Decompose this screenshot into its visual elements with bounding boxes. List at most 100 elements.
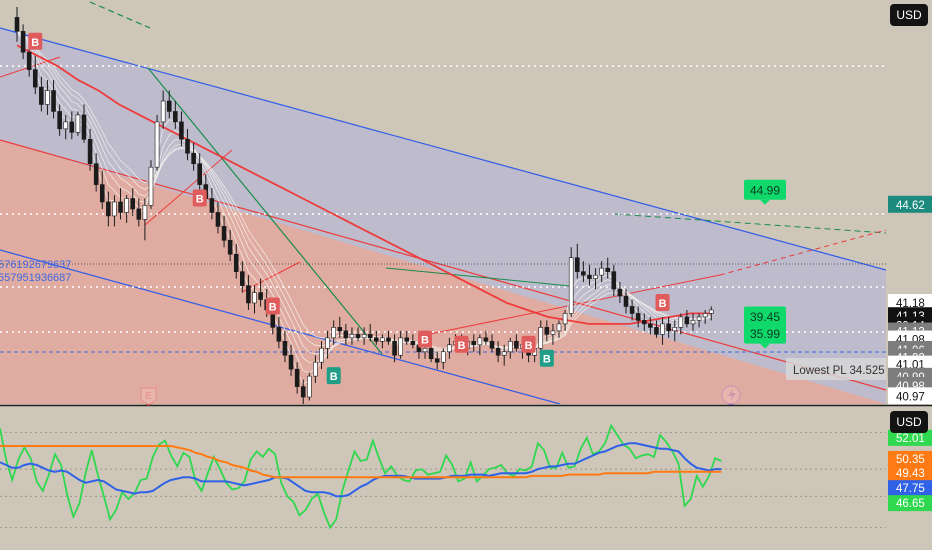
candle-body	[313, 361, 318, 377]
candle-body	[374, 337, 379, 342]
candle-body	[14, 17, 20, 32]
candle	[483, 330, 489, 345]
lowest-pl-label: Lowest PL 34.525	[793, 365, 885, 377]
currency-button[interactable]: USD	[890, 4, 928, 26]
price-axis-label-text: 44.62	[896, 200, 925, 212]
candle	[14, 6, 20, 42]
candle-body	[136, 208, 142, 220]
candle	[666, 316, 671, 338]
candle-body	[45, 90, 50, 105]
candle-body	[392, 341, 397, 356]
candle-body	[593, 274, 598, 279]
candle	[538, 320, 544, 352]
price-axis-label: 44.62	[888, 195, 932, 213]
candle-body	[581, 271, 586, 276]
candle	[252, 285, 257, 314]
candle	[556, 320, 562, 338]
candle	[434, 351, 440, 370]
candle-body	[215, 212, 221, 227]
left-axis-label: 576192679637	[0, 259, 71, 271]
oscillator-currency-button[interactable]: USD	[890, 411, 928, 433]
candle-body	[422, 347, 428, 353]
candle-body	[106, 201, 111, 217]
osc-axis-label: 47.75	[888, 480, 932, 497]
candle	[574, 243, 580, 279]
candle	[380, 334, 385, 349]
candle	[87, 128, 93, 171]
signal-badge-box	[539, 349, 554, 367]
osc-average-line	[0, 445, 722, 479]
candle	[367, 323, 373, 342]
candle	[696, 313, 702, 328]
candle-body	[489, 341, 495, 349]
candle-body	[39, 86, 44, 105]
candle-body	[629, 306, 635, 314]
candle	[672, 320, 678, 342]
trendline-green	[147, 67, 383, 355]
candle-body	[20, 31, 26, 53]
osc-axis-label: 50.35	[888, 450, 932, 467]
candle-body	[288, 354, 294, 370]
price-axis-label-box	[888, 387, 932, 405]
candle	[501, 344, 507, 366]
candle	[319, 341, 324, 370]
osc-axis-label-box	[888, 480, 932, 497]
candle-body	[501, 351, 507, 356]
candle	[471, 334, 477, 352]
candle-body	[209, 198, 215, 213]
candle-body	[386, 337, 391, 342]
candle	[641, 313, 647, 331]
candle	[142, 198, 148, 241]
candle-body	[702, 313, 708, 318]
signal-badge-box	[192, 189, 207, 207]
osc-signal-line	[0, 442, 722, 498]
candle	[343, 323, 349, 345]
osc-axis-label-text: 49.43	[896, 468, 925, 480]
candle-body	[99, 184, 105, 203]
price-level-tag-box	[744, 306, 786, 327]
candle	[702, 309, 708, 324]
candle-body	[605, 267, 611, 272]
candle-body	[179, 121, 184, 140]
candle-body	[355, 334, 361, 339]
candle	[75, 111, 81, 136]
signal-badge-sell: B	[521, 335, 536, 353]
candle	[447, 337, 452, 359]
candle-body	[471, 341, 477, 346]
osc-axis-label-text: 47.75	[896, 483, 925, 495]
candle-body	[440, 351, 446, 363]
candle-body	[325, 337, 330, 349]
candle	[708, 306, 714, 321]
candle	[240, 261, 245, 293]
candle	[51, 80, 56, 119]
candle	[246, 275, 251, 310]
ema-red-line	[16, 44, 712, 325]
candle	[514, 334, 519, 352]
candle-body	[648, 323, 653, 328]
candle	[404, 330, 410, 345]
price-axis-label: 41.18	[888, 294, 932, 311]
candle	[166, 90, 172, 119]
candle-body	[276, 327, 282, 342]
candle	[227, 229, 233, 262]
candle-body	[678, 316, 684, 328]
candle	[331, 320, 336, 345]
candle-body	[294, 368, 300, 387]
candle	[63, 114, 69, 140]
candle-body	[544, 327, 550, 335]
candle	[593, 268, 598, 290]
candle	[374, 330, 379, 345]
candle	[179, 111, 184, 147]
signal-badge-label: B	[330, 371, 338, 383]
signal-badge-label: B	[659, 298, 667, 310]
candle	[173, 101, 178, 129]
price-axis-label-text: 41.18	[896, 298, 925, 310]
price-axis-label-text: 40.97	[896, 391, 925, 403]
candle-body	[130, 198, 136, 210]
candle	[197, 153, 202, 192]
signal-badge-label: B	[543, 354, 551, 366]
signal-badge-sell: B	[192, 189, 207, 207]
trendline-red-2	[241, 261, 301, 293]
